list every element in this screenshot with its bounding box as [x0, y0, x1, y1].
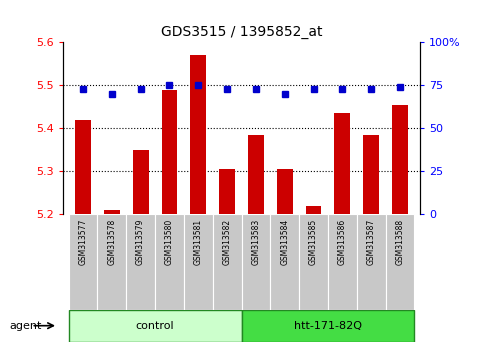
- Bar: [306, 206, 322, 214]
- Bar: [133, 150, 149, 214]
- Text: GSM313577: GSM313577: [78, 219, 87, 266]
- Bar: [155, 214, 184, 310]
- Text: GSM313586: GSM313586: [338, 219, 347, 265]
- Text: control: control: [136, 321, 174, 331]
- Bar: [385, 214, 414, 310]
- Text: GSM313585: GSM313585: [309, 219, 318, 265]
- Bar: [126, 214, 155, 310]
- Bar: [363, 135, 379, 214]
- Text: GSM313580: GSM313580: [165, 219, 174, 265]
- Bar: [184, 214, 213, 310]
- Text: GSM313584: GSM313584: [280, 219, 289, 265]
- Text: GSM313587: GSM313587: [367, 219, 376, 265]
- Text: agent: agent: [10, 321, 42, 331]
- Bar: [69, 310, 242, 342]
- Bar: [328, 214, 357, 310]
- Bar: [104, 210, 120, 214]
- Bar: [75, 120, 91, 214]
- Text: GSM313581: GSM313581: [194, 219, 203, 265]
- Bar: [242, 214, 270, 310]
- Bar: [248, 135, 264, 214]
- Bar: [299, 214, 328, 310]
- Text: GSM313579: GSM313579: [136, 219, 145, 266]
- Bar: [357, 214, 385, 310]
- Text: GSM313578: GSM313578: [107, 219, 116, 265]
- Bar: [219, 169, 235, 214]
- Text: htt-171-82Q: htt-171-82Q: [294, 321, 362, 331]
- Text: GSM313583: GSM313583: [252, 219, 260, 265]
- Bar: [277, 169, 293, 214]
- Bar: [213, 214, 242, 310]
- Text: GSM313582: GSM313582: [223, 219, 231, 265]
- Bar: [190, 55, 206, 214]
- Bar: [161, 90, 177, 214]
- Bar: [270, 214, 299, 310]
- Text: GSM313588: GSM313588: [396, 219, 405, 265]
- Title: GDS3515 / 1395852_at: GDS3515 / 1395852_at: [161, 25, 322, 39]
- Bar: [69, 214, 98, 310]
- Bar: [392, 105, 408, 214]
- Bar: [242, 310, 414, 342]
- Bar: [98, 214, 126, 310]
- Bar: [334, 113, 350, 214]
